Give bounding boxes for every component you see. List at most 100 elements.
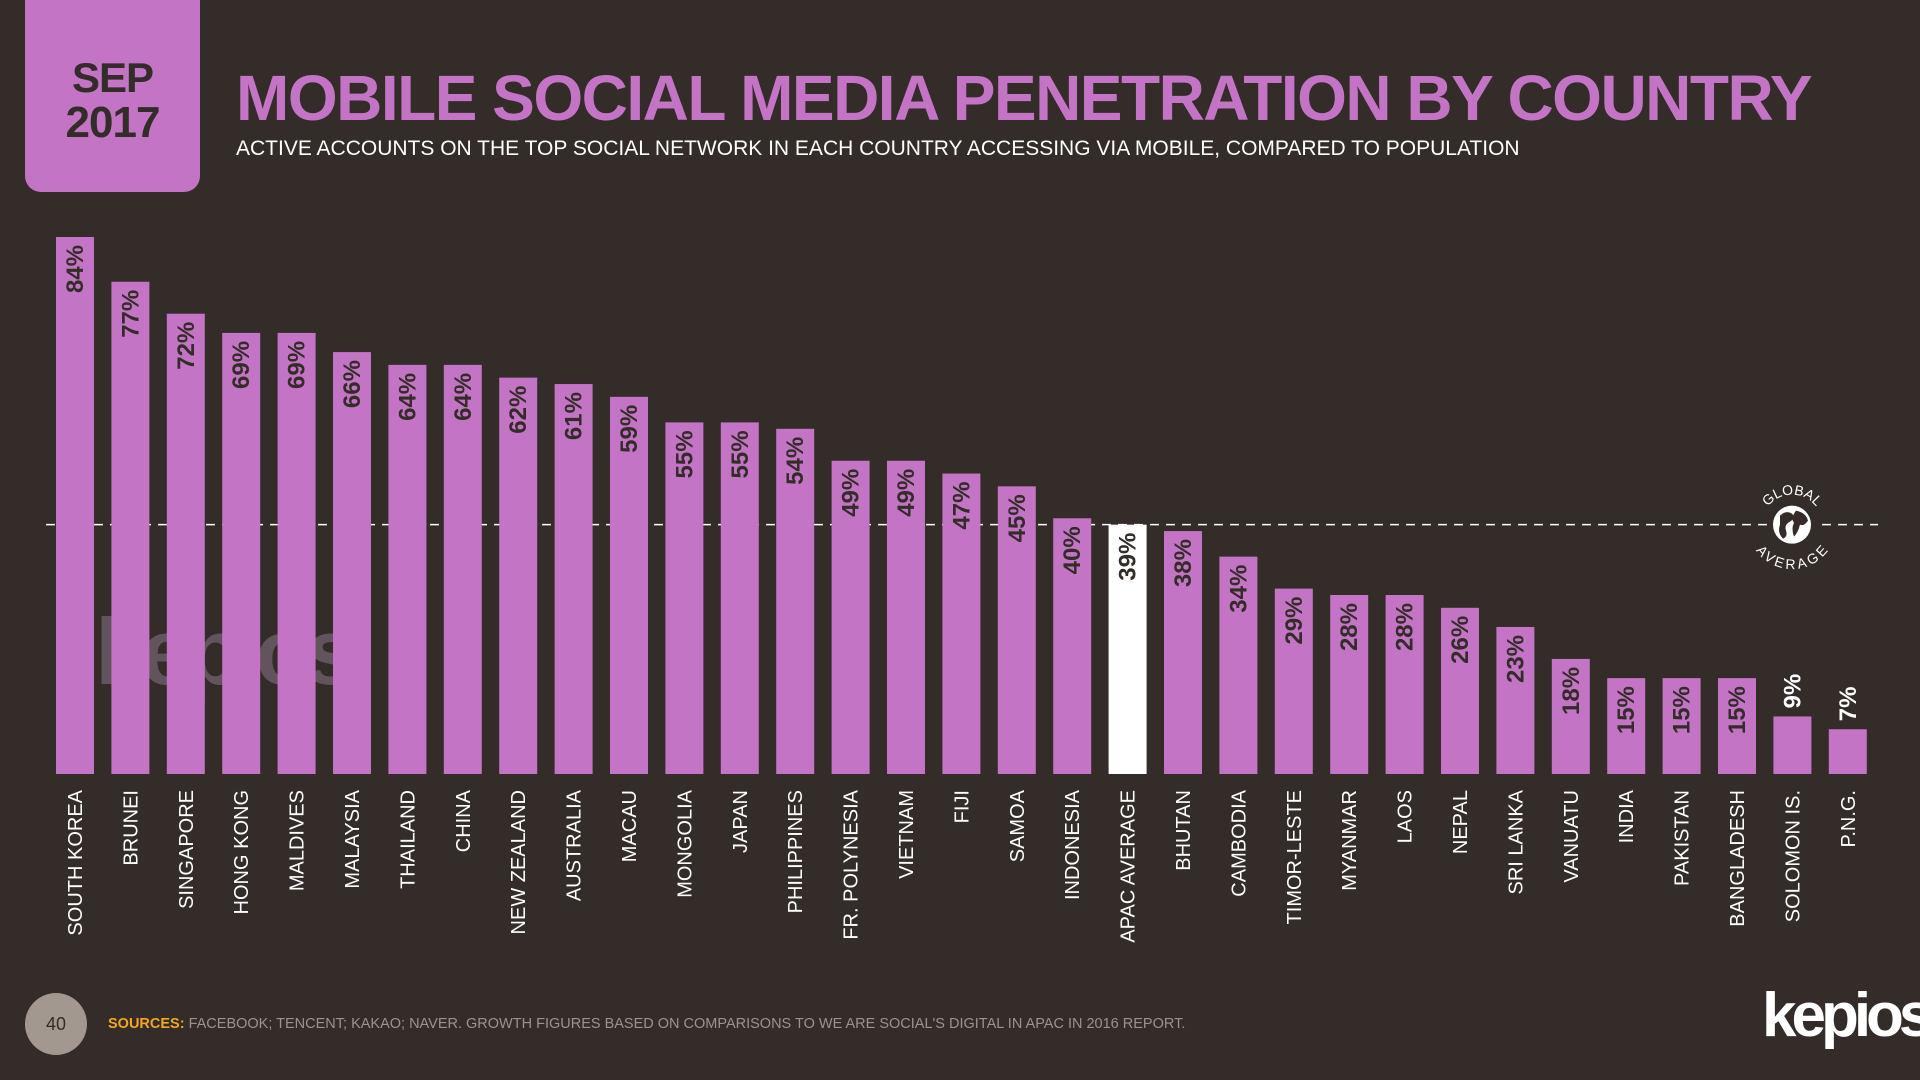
bar-2: [166, 313, 205, 774]
bar-16: [942, 473, 981, 774]
category-label-2: SINGAPORE: [176, 790, 198, 909]
bar-22: [1274, 588, 1313, 774]
category-label-20: BHUTAN: [1173, 790, 1195, 871]
bar-19: [1108, 524, 1147, 774]
category-label-9: AUSTRALIA: [564, 789, 586, 901]
category-label-17: SAMOA: [1007, 789, 1029, 862]
value-label-31: 9%: [1779, 674, 1806, 709]
bar-12: [720, 422, 759, 774]
bar-15: [887, 460, 925, 774]
category-label-22: TIMOR-LESTE: [1284, 790, 1306, 924]
value-label-14: 49%: [838, 469, 865, 517]
bar-32: [1828, 729, 1867, 774]
category-label-10: MACAU: [619, 790, 641, 862]
bar-30: [1718, 678, 1756, 774]
bar-13: [776, 428, 815, 774]
category-label-14: FR. POLYNESIA: [841, 789, 863, 939]
bar-5: [333, 352, 371, 774]
category-label-3: HONG KONG: [231, 790, 253, 914]
value-label-10: 59%: [616, 405, 643, 453]
bar-6: [388, 364, 427, 774]
category-label-18: INDONESIA: [1062, 789, 1084, 900]
bar-28: [1607, 678, 1646, 774]
category-label-16: FIJI: [951, 790, 973, 823]
bar-11: [665, 422, 704, 774]
date-badge: SEP 2017: [25, 0, 200, 192]
value-label-4: 69%: [284, 341, 311, 389]
category-label-4: MALDIVES: [287, 790, 309, 891]
bar-7: [443, 364, 482, 774]
value-label-12: 55%: [727, 430, 754, 478]
category-label-25: NEPAL: [1450, 790, 1472, 854]
value-label-22: 29%: [1281, 597, 1308, 645]
bar-31: [1773, 716, 1812, 774]
globe-icon: [1773, 505, 1811, 544]
category-label-12: JAPAN: [730, 790, 752, 853]
page-number: 40: [25, 993, 87, 1055]
value-label-29: 15%: [1669, 686, 1696, 734]
bar-3: [222, 332, 261, 774]
value-label-2: 72%: [173, 322, 200, 370]
category-label-5: MALAYSIA: [342, 789, 364, 888]
bar-29: [1662, 678, 1701, 774]
value-label-32: 7%: [1835, 687, 1862, 722]
bar-27: [1551, 658, 1590, 774]
page-title: MOBILE SOCIAL MEDIA PENETRATION BY COUNT…: [236, 62, 1813, 134]
bar-25: [1441, 607, 1479, 774]
bar-17: [997, 486, 1036, 774]
category-label-29: PAKISTAN: [1672, 790, 1694, 886]
value-label-15: 49%: [893, 469, 920, 517]
value-label-6: 64%: [394, 373, 421, 421]
value-label-13: 54%: [782, 437, 809, 485]
value-label-24: 28%: [1392, 603, 1419, 651]
category-label-32: P.N.G.: [1838, 790, 1860, 847]
value-label-3: 69%: [228, 341, 255, 389]
page-subtitle: ACTIVE ACCOUNTS ON THE TOP SOCIAL NETWOR…: [236, 137, 1520, 160]
category-label-6: THAILAND: [397, 790, 419, 889]
value-label-9: 61%: [561, 392, 588, 440]
category-label-26: SRI LANKA: [1505, 789, 1527, 894]
bar-21: [1219, 556, 1258, 774]
bar-8: [499, 377, 538, 774]
bar-9: [554, 384, 593, 774]
bar-4: [277, 332, 316, 774]
value-label-11: 55%: [671, 430, 698, 478]
category-label-21: CAMBODIA: [1228, 789, 1250, 896]
category-label-31: SOLOMON IS.: [1782, 790, 1804, 922]
value-label-28: 15%: [1613, 686, 1640, 734]
category-label-13: PHILIPPINES: [785, 790, 807, 913]
brand-logo: kepios: [1762, 981, 1920, 1050]
value-label-23: 28%: [1336, 603, 1363, 651]
bar-24: [1385, 595, 1424, 774]
category-label-0: SOUTH KOREA: [65, 789, 87, 935]
value-label-5: 66%: [339, 360, 366, 408]
category-label-19: APAC AVERAGE: [1118, 790, 1140, 943]
category-label-23: MYANMAR: [1339, 790, 1361, 891]
category-label-27: VANUATU: [1561, 790, 1583, 883]
bar-18: [1053, 518, 1092, 774]
value-label-0: 84%: [62, 245, 89, 293]
bar-26: [1496, 626, 1535, 774]
bar-0: [56, 237, 94, 774]
value-label-1: 77%: [117, 290, 144, 338]
date-month: SEP: [71, 54, 154, 101]
value-label-16: 47%: [948, 482, 975, 530]
value-label-7: 64%: [450, 373, 477, 421]
value-label-27: 18%: [1558, 667, 1585, 715]
category-label-30: BANGLADESH: [1727, 790, 1749, 927]
value-label-30: 15%: [1724, 686, 1751, 734]
bar-10: [610, 396, 648, 774]
bar-23: [1330, 595, 1369, 774]
sources-note: SOURCES: FACEBOOK; TENCENT; KAKAO; NAVER…: [108, 1016, 1185, 1032]
value-label-19: 39%: [1115, 533, 1142, 581]
bar-20: [1164, 531, 1202, 774]
category-label-15: VIETNAM: [896, 790, 918, 879]
value-label-21: 34%: [1225, 565, 1252, 613]
category-label-11: MONGOLIA: [674, 789, 696, 897]
value-label-18: 40%: [1059, 526, 1086, 574]
category-label-24: LAOS: [1395, 790, 1417, 843]
value-label-25: 26%: [1447, 616, 1474, 664]
category-label-1: BRUNEI: [120, 790, 142, 866]
value-label-20: 38%: [1170, 539, 1197, 587]
